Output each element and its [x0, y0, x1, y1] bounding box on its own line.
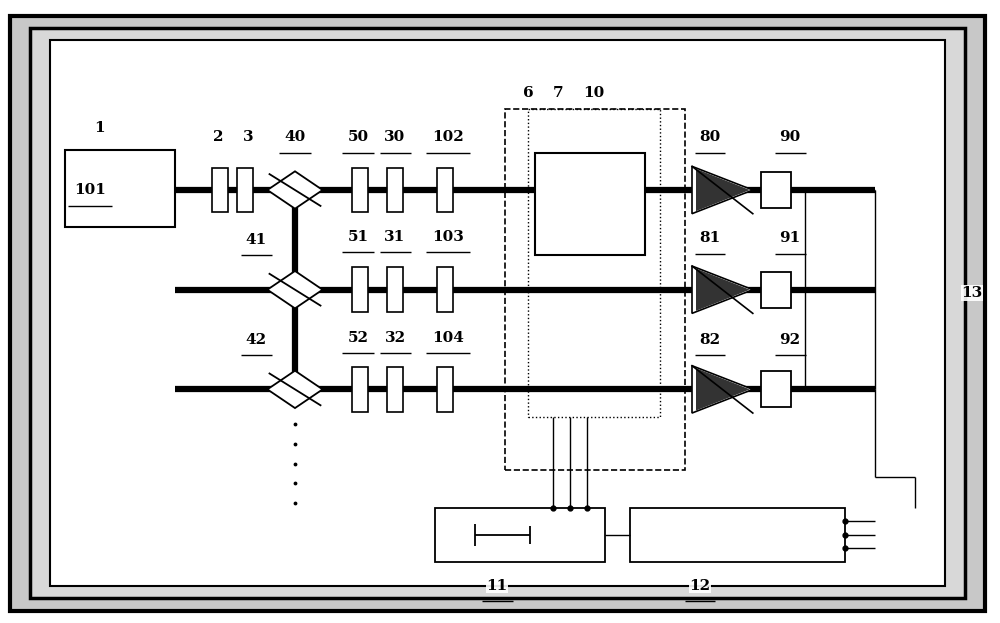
Polygon shape — [692, 366, 753, 413]
Bar — [352, 367, 368, 412]
Bar — [535, 153, 645, 255]
Bar — [212, 168, 228, 212]
Bar — [630, 508, 845, 562]
Polygon shape — [267, 371, 323, 408]
Bar — [387, 267, 403, 312]
Bar — [65, 150, 175, 227]
Text: 82: 82 — [699, 333, 721, 346]
Text: 92: 92 — [779, 333, 801, 346]
Bar — [352, 267, 368, 312]
Text: 41: 41 — [245, 233, 267, 247]
Text: 90: 90 — [779, 130, 801, 144]
Bar — [387, 367, 403, 412]
Bar — [387, 168, 403, 212]
Text: 42: 42 — [245, 333, 267, 346]
Bar — [761, 371, 791, 407]
Text: 1: 1 — [95, 121, 105, 135]
Polygon shape — [696, 169, 750, 211]
Bar — [761, 172, 791, 208]
Bar — [437, 267, 453, 312]
Bar — [50, 40, 945, 586]
Text: 6: 6 — [523, 87, 533, 100]
Bar — [505, 109, 685, 470]
Text: 13: 13 — [961, 286, 983, 300]
Bar — [435, 508, 605, 562]
Text: 52: 52 — [348, 331, 368, 345]
Bar — [352, 168, 368, 212]
Text: 7: 7 — [553, 87, 563, 100]
Text: 32: 32 — [384, 331, 406, 345]
Bar — [437, 168, 453, 212]
Bar — [761, 272, 791, 308]
Text: 80: 80 — [699, 130, 721, 144]
Text: 81: 81 — [699, 231, 721, 245]
Text: 91: 91 — [779, 231, 801, 245]
Text: 40: 40 — [284, 130, 306, 144]
Text: 103: 103 — [432, 230, 464, 244]
Text: 31: 31 — [384, 230, 406, 244]
Polygon shape — [267, 171, 323, 209]
Text: 102: 102 — [432, 130, 464, 144]
Bar — [528, 109, 660, 417]
Text: 101: 101 — [74, 183, 106, 197]
Text: 30: 30 — [384, 130, 406, 144]
Bar — [437, 367, 453, 412]
Text: 11: 11 — [486, 579, 508, 592]
Polygon shape — [267, 271, 323, 308]
Polygon shape — [696, 269, 750, 311]
Polygon shape — [692, 266, 753, 313]
Polygon shape — [696, 368, 750, 411]
Text: 2: 2 — [213, 130, 223, 144]
Text: 10: 10 — [583, 87, 605, 100]
Text: 104: 104 — [432, 331, 464, 345]
Bar — [237, 168, 253, 212]
Text: 51: 51 — [347, 230, 369, 244]
Text: 12: 12 — [689, 579, 711, 592]
Text: 3: 3 — [243, 130, 253, 144]
Text: 50: 50 — [347, 130, 369, 144]
Polygon shape — [692, 166, 753, 214]
